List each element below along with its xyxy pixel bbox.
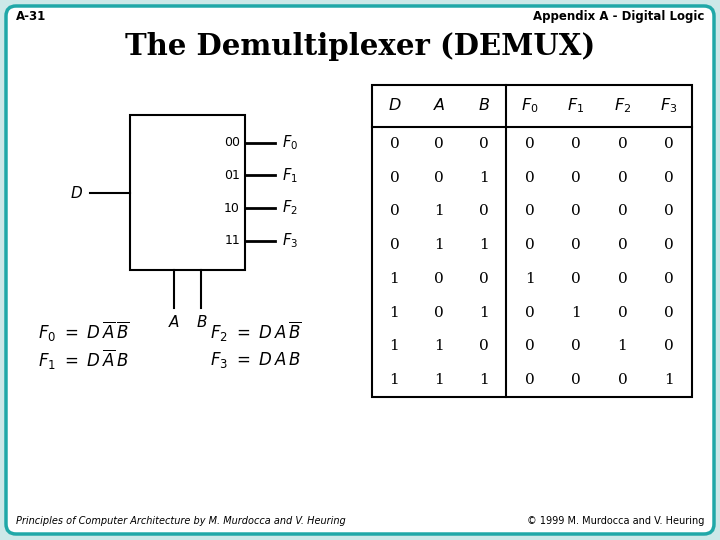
Text: 1: 1 xyxy=(618,339,627,353)
Text: $F_3\ =\ D\,A\,B$: $F_3\ =\ D\,A\,B$ xyxy=(210,350,301,370)
Text: 1: 1 xyxy=(479,306,489,320)
Text: 0: 0 xyxy=(664,272,674,286)
Text: 0: 0 xyxy=(571,171,581,185)
Text: $F_0$: $F_0$ xyxy=(521,97,539,116)
Text: 0: 0 xyxy=(525,306,534,320)
Text: 0: 0 xyxy=(618,272,627,286)
Text: 0: 0 xyxy=(434,171,444,185)
Text: 0: 0 xyxy=(525,339,534,353)
Text: 0: 0 xyxy=(664,339,674,353)
Text: 1: 1 xyxy=(434,339,444,353)
Text: 0: 0 xyxy=(571,272,581,286)
Text: 0: 0 xyxy=(618,238,627,252)
Text: 00: 00 xyxy=(224,137,240,150)
Text: 0: 0 xyxy=(479,339,489,353)
Text: 0: 0 xyxy=(525,204,534,218)
Text: 0: 0 xyxy=(664,137,674,151)
Text: Principles of Computer Architecture by M. Murdocca and V. Heuring: Principles of Computer Architecture by M… xyxy=(16,516,346,526)
Text: 0: 0 xyxy=(618,137,627,151)
Text: 0: 0 xyxy=(525,373,534,387)
Text: 0: 0 xyxy=(390,137,400,151)
Text: $D$: $D$ xyxy=(70,185,83,200)
Text: $A$: $A$ xyxy=(433,98,446,114)
Text: $F_1$: $F_1$ xyxy=(282,166,298,185)
Text: 0: 0 xyxy=(525,238,534,252)
Text: 0: 0 xyxy=(525,137,534,151)
Text: 0: 0 xyxy=(434,306,444,320)
Text: 1: 1 xyxy=(390,272,400,286)
Text: $F_0$: $F_0$ xyxy=(282,133,298,152)
Bar xyxy=(130,115,245,270)
Text: 1: 1 xyxy=(525,272,534,286)
Text: 1: 1 xyxy=(434,238,444,252)
Text: 0: 0 xyxy=(664,204,674,218)
Text: 0: 0 xyxy=(618,171,627,185)
FancyBboxPatch shape xyxy=(6,6,714,534)
Text: 01: 01 xyxy=(224,169,240,182)
Text: $F_3$: $F_3$ xyxy=(660,97,678,116)
Text: $D$: $D$ xyxy=(387,98,401,114)
Text: $A$: $A$ xyxy=(168,314,180,330)
Text: © 1999 M. Murdocca and V. Heuring: © 1999 M. Murdocca and V. Heuring xyxy=(526,516,704,526)
Text: 0: 0 xyxy=(618,373,627,387)
Text: 0: 0 xyxy=(618,306,627,320)
Text: $F_2$: $F_2$ xyxy=(614,97,631,116)
Text: 1: 1 xyxy=(664,373,674,387)
Bar xyxy=(372,85,692,397)
Text: 0: 0 xyxy=(664,238,674,252)
Text: 0: 0 xyxy=(390,238,400,252)
Text: 0: 0 xyxy=(618,204,627,218)
Text: $F_1\ =\ D\,\overline{A}\,B$: $F_1\ =\ D\,\overline{A}\,B$ xyxy=(38,348,129,372)
Text: $F_1$: $F_1$ xyxy=(567,97,585,116)
Text: 0: 0 xyxy=(571,339,581,353)
Text: 1: 1 xyxy=(390,339,400,353)
Text: A-31: A-31 xyxy=(16,10,46,23)
Text: 0: 0 xyxy=(525,171,534,185)
Text: $F_3$: $F_3$ xyxy=(282,231,298,250)
Text: 0: 0 xyxy=(571,137,581,151)
Text: 0: 0 xyxy=(479,137,489,151)
Text: 0: 0 xyxy=(479,204,489,218)
Text: The Demultiplexer (DEMUX): The Demultiplexer (DEMUX) xyxy=(125,32,595,61)
Text: Appendix A - Digital Logic: Appendix A - Digital Logic xyxy=(533,10,704,23)
Text: 0: 0 xyxy=(664,306,674,320)
Text: 1: 1 xyxy=(479,373,489,387)
Text: $F_2$: $F_2$ xyxy=(282,199,298,217)
Text: 0: 0 xyxy=(434,137,444,151)
Text: $F_2\ =\ D\,A\,\overline{B}$: $F_2\ =\ D\,A\,\overline{B}$ xyxy=(210,320,302,344)
Text: 0: 0 xyxy=(434,272,444,286)
Text: 0: 0 xyxy=(479,272,489,286)
Text: $F_0\ =\ D\,\overline{A}\,\overline{B}$: $F_0\ =\ D\,\overline{A}\,\overline{B}$ xyxy=(38,320,130,344)
Text: 1: 1 xyxy=(479,238,489,252)
Text: 0: 0 xyxy=(664,171,674,185)
Text: 0: 0 xyxy=(571,204,581,218)
Text: $B$: $B$ xyxy=(196,314,207,330)
Text: 0: 0 xyxy=(571,373,581,387)
Text: 0: 0 xyxy=(571,238,581,252)
Text: 0: 0 xyxy=(390,204,400,218)
Text: $B$: $B$ xyxy=(478,98,490,114)
Text: 1: 1 xyxy=(390,306,400,320)
Text: 1: 1 xyxy=(571,306,581,320)
Text: 1: 1 xyxy=(390,373,400,387)
Text: 1: 1 xyxy=(434,373,444,387)
Text: 0: 0 xyxy=(390,171,400,185)
Text: 11: 11 xyxy=(224,234,240,247)
Text: 1: 1 xyxy=(479,171,489,185)
Text: 1: 1 xyxy=(434,204,444,218)
Text: 10: 10 xyxy=(224,201,240,214)
